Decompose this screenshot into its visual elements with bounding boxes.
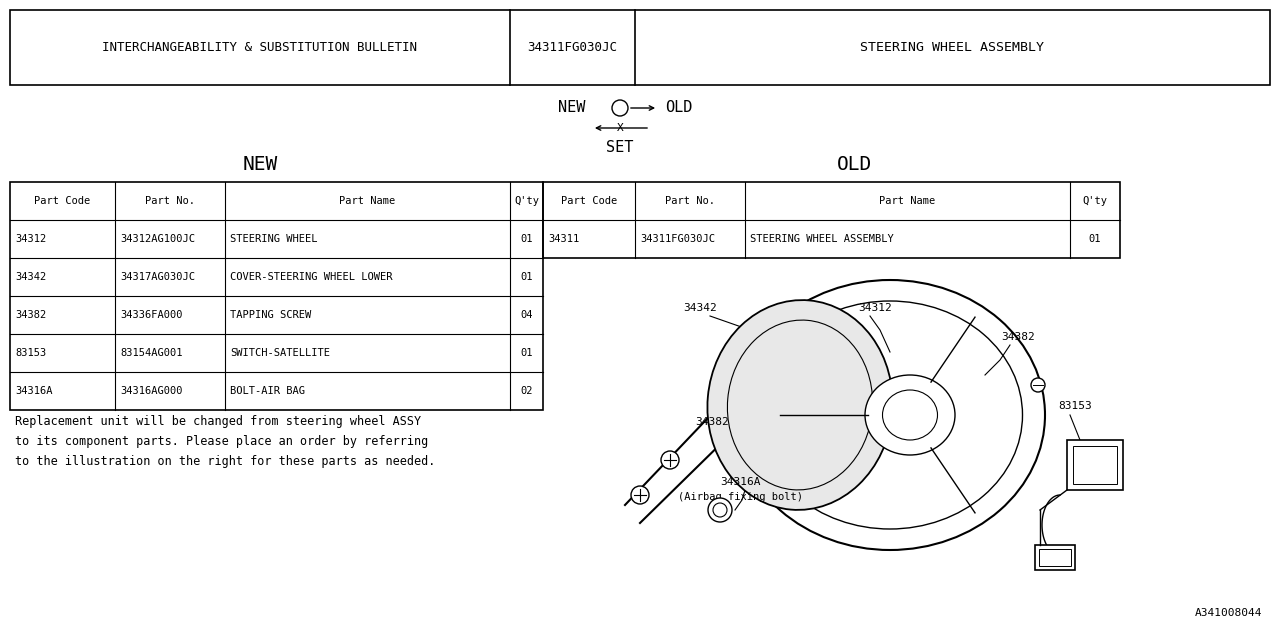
Text: 34316AG000: 34316AG000 (120, 386, 183, 396)
Text: 04: 04 (520, 310, 532, 320)
Text: 83153: 83153 (15, 348, 46, 358)
Bar (10, 182, 543, 410)
Text: Part No.: Part No. (666, 196, 716, 206)
Text: Part Code: Part Code (35, 196, 91, 206)
Text: 34342: 34342 (15, 272, 46, 282)
Text: A341008044: A341008044 (1194, 608, 1262, 618)
Text: 34382: 34382 (15, 310, 46, 320)
Text: NEW: NEW (242, 156, 278, 175)
Text: BOLT-AIR BAG: BOLT-AIR BAG (230, 386, 305, 396)
Text: 34316A: 34316A (719, 477, 760, 487)
Text: 34316A: 34316A (15, 386, 52, 396)
Text: 01: 01 (1089, 234, 1101, 244)
Text: 34312: 34312 (858, 303, 892, 313)
Text: X: X (617, 123, 623, 133)
Text: STEERING WHEEL: STEERING WHEEL (230, 234, 317, 244)
Text: Q'ty: Q'ty (1083, 196, 1107, 206)
Text: SWITCH-SATELLITE: SWITCH-SATELLITE (230, 348, 330, 358)
Bar (1068, 440, 1123, 490)
Bar (1036, 545, 1075, 570)
Ellipse shape (865, 375, 955, 455)
Text: (Airbag fixing bolt): (Airbag fixing bolt) (677, 492, 803, 502)
Text: 01: 01 (520, 234, 532, 244)
Bar (1039, 549, 1071, 566)
Text: 01: 01 (520, 272, 532, 282)
Text: Part Code: Part Code (561, 196, 617, 206)
Text: NEW: NEW (558, 100, 585, 115)
Text: 83154AG001: 83154AG001 (120, 348, 183, 358)
Text: Q'ty: Q'ty (515, 196, 539, 206)
Text: 34382: 34382 (695, 417, 728, 427)
Text: 34342: 34342 (684, 303, 717, 313)
Circle shape (631, 486, 649, 504)
Text: OLD: OLD (837, 156, 873, 175)
Text: COVER-STEERING WHEEL LOWER: COVER-STEERING WHEEL LOWER (230, 272, 393, 282)
Bar (543, 182, 1120, 258)
Text: 34311FG030JC: 34311FG030JC (640, 234, 716, 244)
Circle shape (708, 498, 732, 522)
Text: Part Name: Part Name (879, 196, 936, 206)
Text: 34382: 34382 (1001, 332, 1034, 342)
Text: 83153: 83153 (1059, 401, 1092, 411)
Text: Part No.: Part No. (145, 196, 195, 206)
Text: 34311FG030JC: 34311FG030JC (527, 41, 617, 54)
Text: 34336FA000: 34336FA000 (120, 310, 183, 320)
Text: 01: 01 (520, 348, 532, 358)
Text: 34312: 34312 (15, 234, 46, 244)
Text: 02: 02 (520, 386, 532, 396)
Bar (1073, 446, 1117, 484)
Text: Part Name: Part Name (339, 196, 396, 206)
Ellipse shape (708, 300, 892, 510)
Text: TAPPING SCREW: TAPPING SCREW (230, 310, 311, 320)
Bar (10, 10, 1270, 85)
Circle shape (660, 451, 678, 469)
Text: SET: SET (607, 141, 634, 156)
Text: 34317AG030JC: 34317AG030JC (120, 272, 195, 282)
Text: 34311: 34311 (548, 234, 580, 244)
Text: 34312AG100JC: 34312AG100JC (120, 234, 195, 244)
Circle shape (1030, 378, 1044, 392)
Text: OLD: OLD (666, 100, 692, 115)
Text: INTERCHANGEABILITY & SUBSTITUTION BULLETIN: INTERCHANGEABILITY & SUBSTITUTION BULLET… (102, 41, 417, 54)
Text: STEERING WHEEL ASSEMBLY: STEERING WHEEL ASSEMBLY (860, 41, 1044, 54)
Text: STEERING WHEEL ASSEMBLY: STEERING WHEEL ASSEMBLY (750, 234, 893, 244)
Text: Replacement unit will be changed from steering wheel ASSY
to its component parts: Replacement unit will be changed from st… (15, 415, 435, 468)
